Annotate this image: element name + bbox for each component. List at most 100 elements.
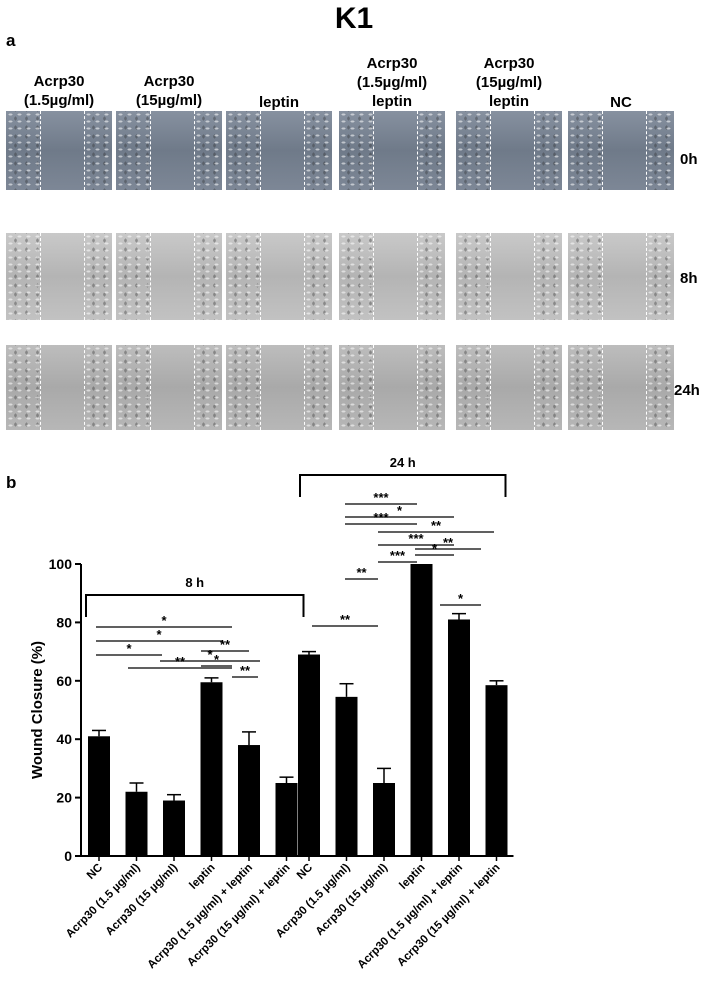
significance-label: * xyxy=(161,613,167,628)
cell-region xyxy=(6,233,40,320)
cell-region xyxy=(534,111,562,190)
cell-region xyxy=(304,345,332,430)
micrograph-tile xyxy=(6,233,112,320)
micrograph-tile xyxy=(339,233,445,320)
group-label: 24 h xyxy=(390,455,416,470)
y-axis-label: Wound Closure (%) xyxy=(29,641,46,779)
significance-label: * xyxy=(126,641,132,656)
wound-edge-line xyxy=(417,345,419,430)
column-label-line: leptin xyxy=(372,93,412,110)
cell-region xyxy=(456,345,490,430)
cell-region xyxy=(194,233,222,320)
cell-region xyxy=(226,345,260,430)
column-label-2: leptin xyxy=(221,93,337,112)
significance-label: ** xyxy=(356,565,367,580)
group-bracket xyxy=(299,474,507,497)
wound-edge-line xyxy=(489,345,491,430)
cell-region xyxy=(116,111,150,190)
significance-label: * xyxy=(214,652,220,667)
group-label: 8 h xyxy=(185,575,204,590)
wound-edge-line xyxy=(489,111,491,190)
micrograph-tile xyxy=(226,233,332,320)
significance-label: *** xyxy=(373,490,389,505)
cell-region xyxy=(116,233,150,320)
cell-region xyxy=(226,233,260,320)
cell-region xyxy=(534,233,562,320)
significance-label: *** xyxy=(390,548,406,563)
column-label-line: Acrp30 xyxy=(483,55,535,72)
significance-label: * xyxy=(207,647,213,662)
panel-b-label: b xyxy=(6,473,17,492)
cell-region xyxy=(194,345,222,430)
wound-edge-line xyxy=(149,345,151,430)
column-label-line: (1.5µg/ml) xyxy=(356,74,428,91)
cell-region xyxy=(646,111,674,190)
significance-label: * xyxy=(432,541,438,556)
x-tick-label: Acrp30 (1.5 µg/ml) xyxy=(64,862,143,941)
micrograph-tile xyxy=(116,111,222,190)
bar xyxy=(298,654,320,856)
wound-edge-line xyxy=(534,111,536,190)
bar xyxy=(485,685,508,856)
bar xyxy=(88,736,110,856)
cell-region xyxy=(417,233,445,320)
micrograph-tile xyxy=(456,111,562,190)
wound-edge-line xyxy=(489,233,491,320)
significance-label: * xyxy=(156,627,162,642)
wound-edge-line xyxy=(646,233,648,320)
wound-edge-line xyxy=(304,111,306,190)
column-label-line: Acrp30 xyxy=(366,55,418,72)
x-tick-label: NC xyxy=(295,862,315,882)
time-label-24h: 24h xyxy=(674,382,700,399)
column-label-4: Acrp30 (15µg/ml) leptin xyxy=(451,54,567,111)
column-label-0: Acrp30 (1.5µg/ml) xyxy=(1,72,117,110)
column-label-line: (15µg/ml) xyxy=(135,92,203,109)
x-tick-label: NC xyxy=(85,862,105,882)
wound-edge-line xyxy=(194,111,196,190)
micrograph-tile xyxy=(116,233,222,320)
wound-edge-line xyxy=(534,345,536,430)
wound-edge-line xyxy=(601,345,603,430)
wound-edge-line xyxy=(646,345,648,430)
x-tick-label: leptin xyxy=(397,862,427,892)
wound-edge-line xyxy=(534,233,536,320)
micrograph-tile xyxy=(568,111,674,190)
micrograph-tile xyxy=(568,345,674,430)
cell-region xyxy=(646,345,674,430)
cell-region xyxy=(6,111,40,190)
wound-edge-line xyxy=(304,233,306,320)
micrograph-tile xyxy=(568,233,674,320)
panel-a-label: a xyxy=(6,31,16,50)
wound-edge-line xyxy=(646,111,648,190)
column-label-3: Acrp30 (1.5µg/ml) leptin xyxy=(334,54,450,111)
wound-edge-line xyxy=(39,345,41,430)
bar xyxy=(163,800,185,856)
significance-label: ** xyxy=(443,535,454,550)
wound-edge-line xyxy=(149,233,151,320)
wound-edge-line xyxy=(39,233,41,320)
cell-region xyxy=(417,111,445,190)
cell-region xyxy=(304,111,332,190)
cell-region xyxy=(646,233,674,320)
cell-region xyxy=(339,345,373,430)
y-tick-label: 100 xyxy=(49,556,73,572)
cell-region xyxy=(339,233,373,320)
wound-edge-line xyxy=(372,345,374,430)
column-label-line: NC xyxy=(610,94,632,111)
cell-region xyxy=(304,233,332,320)
cell-region xyxy=(534,345,562,430)
cell-region xyxy=(6,345,40,430)
bar xyxy=(238,745,260,856)
cell-region xyxy=(339,111,373,190)
wound-edge-line xyxy=(304,345,306,430)
column-label-line: (1.5µg/ml) xyxy=(23,92,95,109)
figure-title: K1 xyxy=(334,2,374,35)
micrograph-tile xyxy=(456,233,562,320)
wound-edge-line xyxy=(194,345,196,430)
micrograph-tile xyxy=(456,345,562,430)
cell-region xyxy=(568,345,602,430)
cell-region xyxy=(84,345,112,430)
column-label-1: Acrp30 (15µg/ml) xyxy=(111,72,227,110)
y-tick-label: 60 xyxy=(56,673,72,689)
